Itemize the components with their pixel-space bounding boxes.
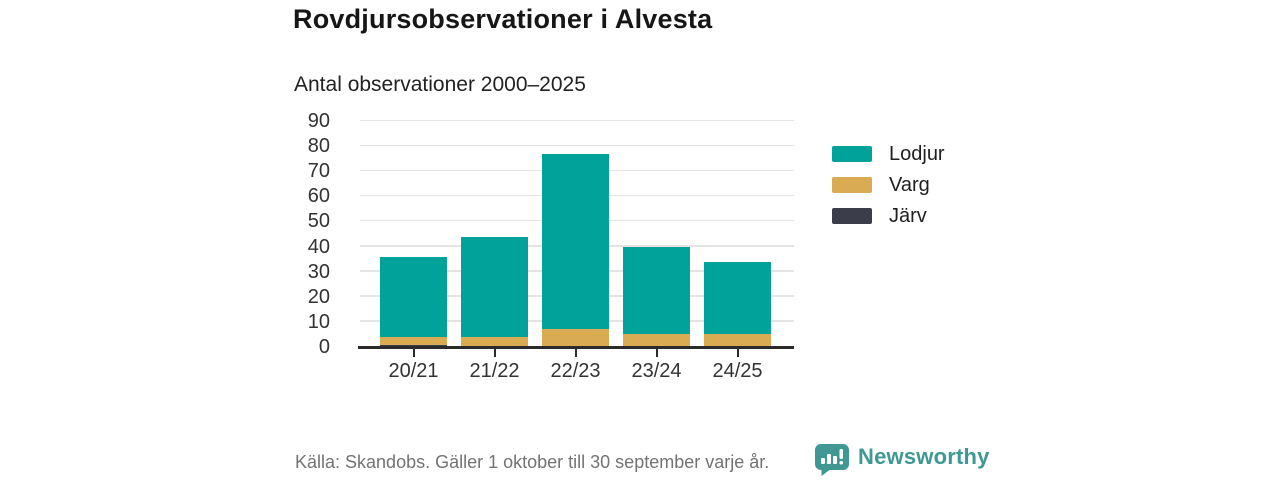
y-tick-label: 0 — [318, 336, 330, 358]
source-note: Källa: Skandobs. Gäller 1 oktober till 3… — [295, 452, 770, 472]
legend-item-varg: Varg — [832, 174, 945, 196]
legend: Lodjur Varg Järv — [832, 143, 945, 239]
bar-segment-varg — [542, 329, 609, 347]
bar-segment-järv — [380, 344, 447, 347]
y-tick-label: 50 — [307, 210, 330, 233]
legend-label: Lodjur — [889, 143, 945, 165]
bar-segment-varg — [461, 336, 528, 347]
y-tick-label: 80 — [307, 135, 330, 158]
y-tick-label: 70 — [307, 160, 330, 183]
legend-swatch — [832, 208, 872, 224]
chart-title: Rovdjursobservationer i Alvesta — [293, 4, 713, 34]
bar-segment-lodjur — [461, 236, 528, 337]
bar-segment-varg — [623, 334, 690, 347]
y-tick-label: 10 — [307, 310, 330, 333]
x-tick-mark — [736, 349, 739, 357]
y-axis-labels: 0 10 20 30 40 50 60 70 80 90 — [278, 111, 344, 357]
bar-segment-lodjur — [623, 246, 690, 335]
legend-swatch — [832, 146, 872, 162]
x-tick-label: 20/21 — [388, 360, 439, 382]
newsworthy-logo: Newsworthy — [815, 444, 990, 476]
x-tick-label: 24/25 — [712, 360, 763, 382]
y-tick-label: 40 — [307, 235, 330, 258]
x-tick-mark — [412, 349, 415, 357]
y-tick-label: 60 — [307, 185, 330, 208]
bar-segment-lodjur — [542, 153, 609, 330]
x-axis-labels: 20/21 21/22 22/23 23/24 24/25 — [360, 360, 794, 386]
bar-segment-lodjur — [380, 256, 447, 337]
gridline — [360, 144, 794, 147]
gridline — [360, 119, 794, 121]
bar-segment-varg — [704, 334, 771, 347]
plot-area — [360, 119, 794, 357]
x-tick-label: 22/23 — [550, 360, 601, 382]
x-axis-line — [358, 346, 794, 349]
y-tick-label: 90 — [307, 110, 330, 132]
y-tick-label: 30 — [307, 260, 330, 283]
x-tick-mark — [574, 349, 577, 357]
legend-label: Järv — [889, 205, 927, 227]
bar-segment-varg — [380, 336, 447, 345]
x-tick-mark — [493, 349, 496, 357]
x-tick-mark — [655, 349, 658, 357]
y-tick-label: 20 — [307, 285, 330, 308]
newsworthy-icon — [815, 444, 849, 476]
legend-label: Varg — [889, 174, 930, 196]
bar-segment-lodjur — [704, 261, 771, 335]
x-tick-label: 21/22 — [469, 360, 520, 382]
legend-swatch — [832, 177, 872, 193]
newsworthy-wordmark: Newsworthy — [858, 444, 990, 469]
legend-item-lodjur: Lodjur — [832, 143, 945, 165]
chart-subtitle: Antal observationer 2000–2025 — [294, 73, 586, 96]
legend-item-järv: Järv — [832, 205, 945, 227]
x-tick-label: 23/24 — [631, 360, 682, 382]
